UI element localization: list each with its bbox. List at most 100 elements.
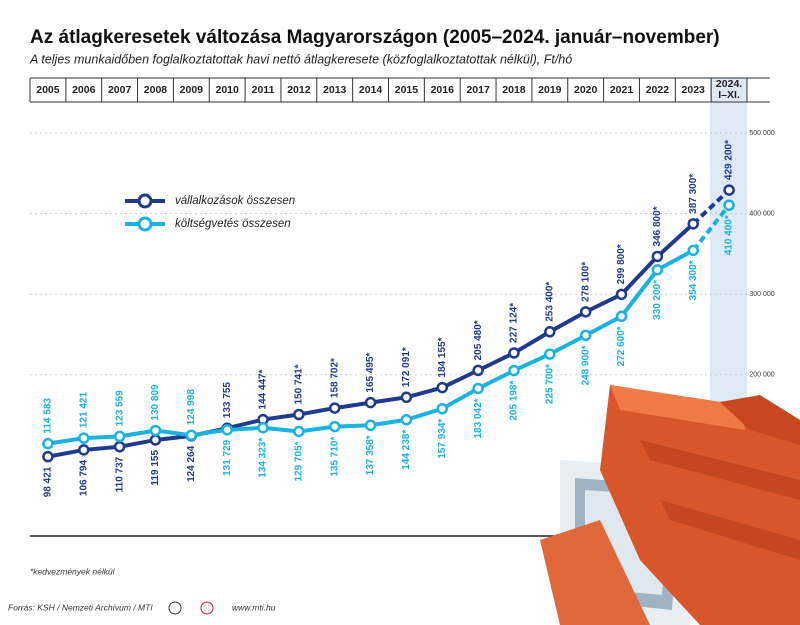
value-label: 135 710* bbox=[329, 437, 340, 477]
point bbox=[723, 199, 735, 211]
point bbox=[42, 450, 54, 463]
point bbox=[472, 364, 484, 377]
value-label: 130 809 bbox=[150, 384, 161, 421]
point bbox=[615, 288, 628, 301]
y-tick-label: 400 000 bbox=[749, 210, 774, 217]
point bbox=[544, 326, 556, 338]
value-label: 137 358* bbox=[365, 435, 376, 475]
value-label: 346 800* bbox=[652, 206, 663, 246]
logo bbox=[168, 601, 182, 615]
point bbox=[544, 348, 556, 360]
point bbox=[149, 434, 162, 446]
value-label: 133 755 bbox=[222, 382, 233, 419]
value-label: 144 238* bbox=[401, 430, 412, 470]
point bbox=[293, 425, 305, 438]
value-label: 114 583 bbox=[43, 398, 54, 434]
series-line-estimate bbox=[691, 203, 731, 252]
point bbox=[687, 218, 699, 230]
value-label: 299 800* bbox=[616, 244, 627, 284]
value-label: 106 794 bbox=[78, 459, 89, 496]
legend-label: költségvetés összesen bbox=[175, 218, 291, 230]
value-label: 121 421 bbox=[78, 392, 89, 429]
point bbox=[113, 440, 126, 453]
value-label: 248 900* bbox=[580, 345, 591, 385]
chart-title: Az átlagkeresetek változása Magyarország… bbox=[30, 27, 720, 48]
point bbox=[113, 430, 126, 443]
x-tick-label: 2009 bbox=[180, 84, 204, 96]
value-label: 131 729 bbox=[222, 439, 233, 476]
point bbox=[687, 244, 699, 257]
legend-label: vállalkozások összesen bbox=[175, 195, 295, 207]
value-label: 253 400* bbox=[544, 282, 555, 322]
x-tick-label: 2012 bbox=[287, 84, 311, 96]
value-label: 150 741* bbox=[294, 364, 305, 404]
point bbox=[436, 402, 449, 415]
value-label: 227 124* bbox=[509, 303, 520, 343]
value-label: 330 200* bbox=[652, 280, 663, 320]
value-label: 157 934* bbox=[437, 419, 448, 459]
x-tick-label: 2024. I–XI. bbox=[716, 78, 742, 101]
point bbox=[579, 329, 592, 342]
point bbox=[472, 382, 484, 395]
point bbox=[328, 402, 341, 414]
value-label: 172 091* bbox=[401, 347, 412, 387]
x-tick-label: 2013 bbox=[323, 84, 347, 96]
legend-marker bbox=[137, 216, 153, 232]
value-label: 225 700* bbox=[544, 364, 555, 404]
value-label: 387 300* bbox=[688, 174, 699, 214]
point bbox=[508, 347, 520, 359]
y-tick-label: 200 000 bbox=[749, 372, 774, 379]
point bbox=[651, 264, 664, 276]
x-tick-label: 2011 bbox=[252, 84, 275, 96]
x-tick-label: 2006 bbox=[72, 84, 96, 96]
x-tick-label: 2021 bbox=[610, 84, 634, 96]
point bbox=[579, 306, 592, 318]
value-label: 272 600* bbox=[616, 326, 627, 366]
value-label: 124 998 bbox=[186, 389, 197, 426]
point bbox=[615, 310, 628, 323]
value-label: 158 702* bbox=[329, 358, 340, 398]
point bbox=[723, 184, 735, 196]
value-label: 410 400* bbox=[724, 215, 735, 255]
chart-subtitle: A teljes munkaidőben foglalkoztatottak h… bbox=[29, 52, 572, 66]
point bbox=[508, 364, 520, 377]
point bbox=[42, 437, 54, 450]
point bbox=[436, 381, 449, 394]
x-tick-label: 2022 bbox=[646, 84, 670, 96]
value-label: 184 155* bbox=[437, 337, 448, 377]
point bbox=[257, 421, 269, 434]
y-tick-label: 300 000 bbox=[749, 291, 774, 298]
website: www.mti.hu bbox=[232, 602, 276, 612]
value-label: 205 198* bbox=[509, 381, 520, 421]
x-tick-label: 2019 bbox=[538, 84, 562, 96]
x-tick-label: 2018 bbox=[502, 84, 526, 96]
point bbox=[78, 444, 90, 456]
x-tick-label: 2023 bbox=[682, 84, 706, 96]
value-label: 429 200* bbox=[724, 140, 735, 180]
x-tick-label: 2015 bbox=[395, 84, 419, 96]
value-label: 119 155 bbox=[150, 450, 161, 486]
point bbox=[651, 250, 664, 263]
legend-marker bbox=[137, 193, 153, 209]
footnote: *kedvezmények nélkül bbox=[30, 566, 116, 576]
value-label: 278 100* bbox=[580, 262, 591, 302]
source: Forrás: KSH / Nemzeti Archívum / MTI bbox=[8, 602, 153, 612]
logo bbox=[200, 601, 214, 615]
roof-illustration bbox=[540, 385, 800, 625]
value-label: 144 447* bbox=[258, 369, 269, 409]
point bbox=[328, 420, 341, 433]
x-tick-label: 2010 bbox=[215, 84, 239, 96]
point bbox=[78, 432, 90, 444]
point bbox=[364, 419, 377, 432]
value-label: 98 421 bbox=[43, 466, 54, 497]
x-tick-label: 2007 bbox=[108, 84, 132, 96]
point bbox=[185, 429, 198, 442]
x-tick-label: 2008 bbox=[144, 84, 168, 96]
x-tick-label: 2020 bbox=[574, 84, 598, 96]
x-tick-label: 2014 bbox=[359, 84, 383, 96]
x-tick-label: 2005 bbox=[36, 84, 60, 96]
point bbox=[221, 424, 233, 436]
value-label: 165 495* bbox=[365, 352, 376, 392]
y-tick-label: 500 000 bbox=[749, 130, 774, 137]
